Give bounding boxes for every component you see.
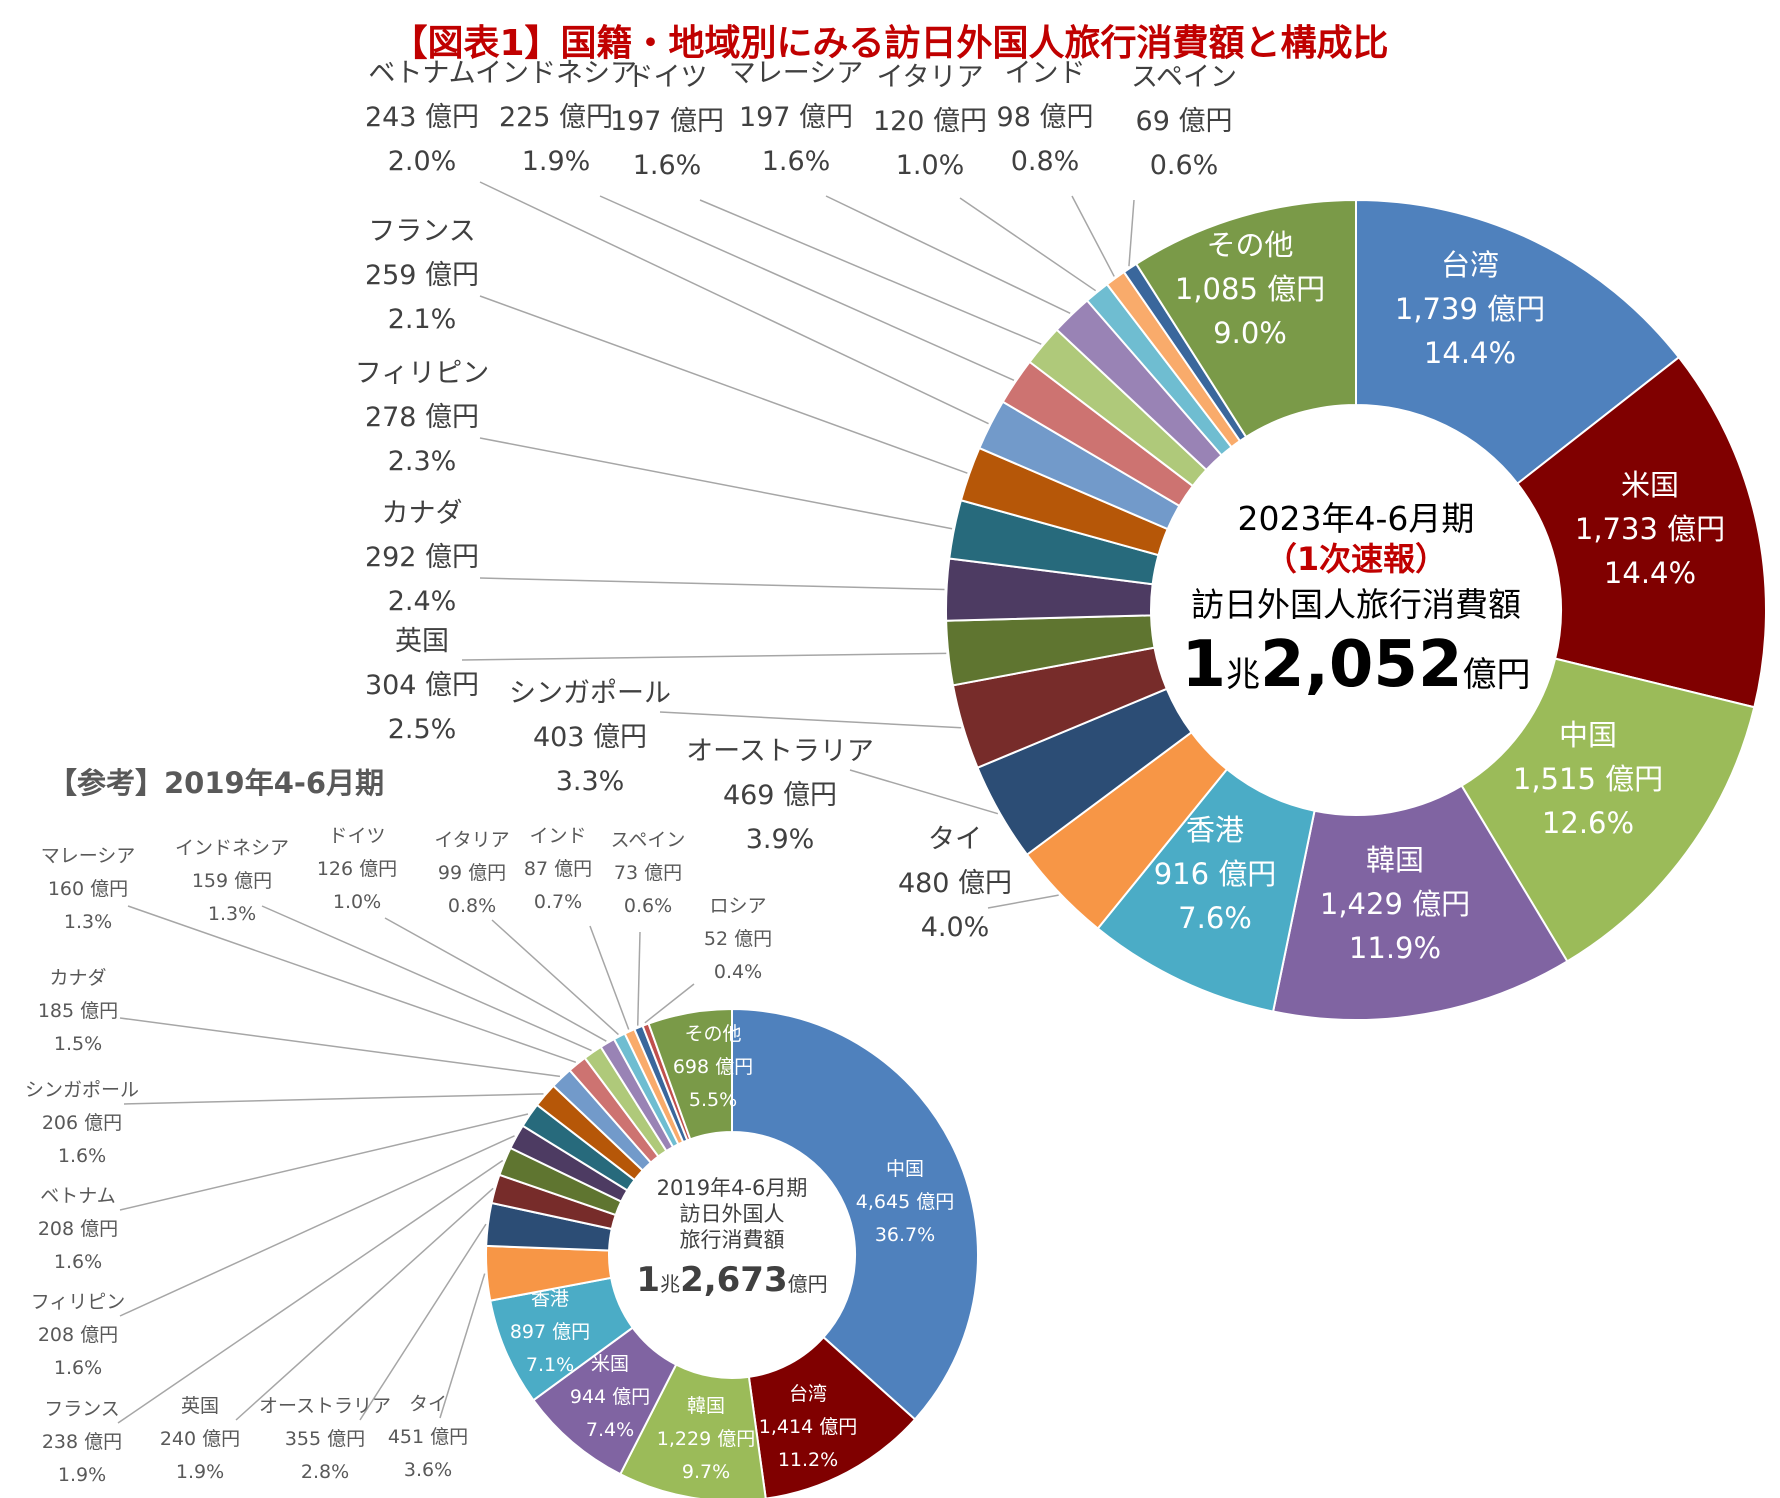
leader-line-インド xyxy=(1071,195,1115,277)
slice-label-韓国: 韓国 1,429 億円 11.9% xyxy=(1320,843,1470,965)
leader-line-イタリア xyxy=(959,197,1097,292)
slice-label-シンガポール: シンガポール 206 億円 1.6% xyxy=(25,1079,139,1167)
slice-label-ドイツ: ドイツ 126 億円 1.0% xyxy=(317,825,397,913)
leader-line-インドネシア xyxy=(599,195,1015,381)
slice-label-米国: 米国 1,733 億円 14.4% xyxy=(1575,468,1725,590)
center-text-3: 訪日外国人旅行消費額 xyxy=(1191,585,1521,624)
chart-title: 【図表1】国籍・地域別にみる訪日外国人旅行消費額と構成比 xyxy=(391,23,1389,64)
slice-label-オーストラリア: オーストラリア 469 億円 3.9% xyxy=(686,736,874,855)
slice-label-タイ: タイ 451 億円 3.6% xyxy=(388,1393,468,1481)
slice-label-韓国: 韓国 1,229 億円 9.7% xyxy=(657,1395,755,1483)
center-text-2: （1次速報） xyxy=(1265,540,1447,578)
donut-chart-2: 中国 4,645 億円 36.7% 台湾 1,414 億円 11.2%韓国 1,229 億円… xyxy=(25,825,979,1498)
slice-label-インドネシア: インドネシア 225 億円 1.9% xyxy=(475,58,637,177)
slice-label-フランス: フランス 259 億円 2.1% xyxy=(365,216,479,335)
leader-line-フィリピン xyxy=(119,1135,515,1317)
slice-label-中国: 中国 1,515 億円 12.6% xyxy=(1513,718,1663,840)
slice-label-オーストラリア: オーストラリア 355 億円 2.8% xyxy=(259,1395,391,1483)
leader-line-ロシア xyxy=(644,983,695,1024)
center-total: 1兆2,052億円 xyxy=(1182,628,1531,702)
slice-label-米国: 米国 944 億円 7.4% xyxy=(570,1353,650,1441)
slice-label-カナダ: カナダ 185 億円 1.5% xyxy=(38,967,118,1055)
slice-label-イタリア: イタリア 99 億円 0.8% xyxy=(434,829,509,917)
slice-台湾 xyxy=(1355,198,1681,486)
slice-label-中国: 中国 4,645 億円 36.7% xyxy=(856,1158,954,1246)
slice-label-その他: その他 698 億円 5.5% xyxy=(673,1023,753,1111)
leader-line-ベトナム xyxy=(479,181,989,425)
slice-韓国 xyxy=(1271,784,1569,1021)
leader-line-フランス xyxy=(117,1159,504,1424)
leader-line-イタリア xyxy=(491,919,619,1036)
leader-line-シンガポール xyxy=(123,1093,544,1105)
leader-line-英国 xyxy=(461,652,947,661)
reference-title: 【参考】2019年4-6月期 xyxy=(48,766,385,800)
leader-line-英国 xyxy=(235,1187,494,1421)
slice-label-フランス: フランス 238 億円 1.9% xyxy=(42,1398,122,1486)
slice-label-フィリピン: フィリピン 208 億円 1.6% xyxy=(31,1291,126,1379)
slice-label-マレーシア: マレーシア 197 億円 1.6% xyxy=(729,58,863,177)
slice-label-イタリア: イタリア 120 億円 1.0% xyxy=(873,62,987,181)
leader-line-マレーシア xyxy=(127,905,577,1064)
slice-label-台湾: 台湾 1,414 億円 11.2% xyxy=(759,1383,857,1471)
leader-line-オーストラリア xyxy=(359,1223,487,1421)
slice-label-ベトナム: ベトナム 243 億円 2.0% xyxy=(365,58,479,177)
slice-台湾 xyxy=(747,1335,917,1498)
slice-中国 xyxy=(731,1007,979,1421)
leader-line-インド xyxy=(589,925,630,1030)
center-text-1: 2023年4-6月期 xyxy=(1238,499,1475,538)
leader-line-ベトナム xyxy=(119,1113,529,1211)
leader-line-スペイン xyxy=(636,931,641,1026)
slice-label-インド: インド 87 億円 0.7% xyxy=(524,825,592,913)
leader-line-シンガポール xyxy=(659,711,962,729)
slice-label-ロシア: ロシア 52 億円 0.4% xyxy=(704,895,772,983)
slice-label-シンガポール: シンガポール 403 億円 3.3% xyxy=(509,678,671,797)
slice-label-インド: インド 98 億円 0.8% xyxy=(997,58,1094,177)
slice-label-英国: 英国 240 億円 1.9% xyxy=(160,1395,240,1483)
leader-line-タイ xyxy=(987,894,1059,909)
center-text-1: 2019年4-6月期 xyxy=(657,1176,808,1200)
slice-label-インドネシア: インドネシア 159 億円 1.3% xyxy=(175,837,289,925)
leader-line-インドネシア xyxy=(261,905,592,1052)
slice-米国 xyxy=(1516,355,1767,709)
slice-その他 xyxy=(1134,198,1357,439)
leader-line-スペイン xyxy=(1128,199,1135,267)
slice-label-その他: その他 1,085 億円 9.0% xyxy=(1175,228,1325,350)
slice-label-香港: 香港 897 億円 7.1% xyxy=(510,1288,590,1376)
slice-label-スペイン: スペイン 69 億円 0.6% xyxy=(1131,62,1237,181)
donut-chart-1: 台湾 1,739 億円 14.4%米国 1,733 億円 14.4% 中国 1,515 億円… xyxy=(355,58,1767,1021)
center-text-2: 訪日外国人 xyxy=(680,1202,785,1226)
leader-line-カナダ xyxy=(119,1017,561,1078)
leader-line-マレーシア xyxy=(825,195,1071,314)
center-total: 1兆2,673億円 xyxy=(636,1260,827,1300)
leader-line-タイ xyxy=(439,1273,486,1419)
slice-中国 xyxy=(1460,657,1756,963)
slice-label-マレーシア: マレーシア 160 億円 1.3% xyxy=(41,845,136,933)
slice-label-ドイツ: ドイツ 197 億円 1.6% xyxy=(610,62,724,181)
leader-line-フィリピン xyxy=(479,437,953,530)
leader-line-フランス xyxy=(479,295,968,474)
slice-label-香港: 香港 916 億円 7.6% xyxy=(1154,813,1277,935)
slice-label-タイ: タイ 480 億円 4.0% xyxy=(898,824,1012,943)
leader-line-オーストラリア xyxy=(849,769,999,815)
leader-line-カナダ xyxy=(479,577,945,591)
slice-label-英国: 英国 304 億円 2.5% xyxy=(365,626,479,745)
slice-label-台湾: 台湾 1,739 億円 14.4% xyxy=(1395,248,1545,370)
center-text-3: 旅行消費額 xyxy=(680,1228,785,1252)
leader-line-ドイツ xyxy=(699,199,1042,345)
slice-label-ベトナム: ベトナム 208 億円 1.6% xyxy=(38,1185,118,1273)
slice-label-スペイン: スペイン 73 億円 0.6% xyxy=(611,829,686,917)
slice-label-カナダ: カナダ 292 億円 2.4% xyxy=(365,498,479,617)
slice-label-フィリピン: フィリピン 278 億円 2.3% xyxy=(355,358,489,477)
slice-その他 xyxy=(647,1007,733,1141)
leader-line-ドイツ xyxy=(384,917,607,1042)
